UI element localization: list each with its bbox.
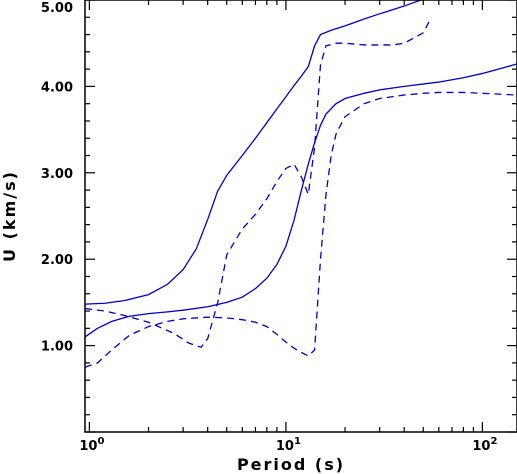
y-tick-label: 1.00 [41, 340, 73, 355]
y-tick-label: 4.00 [41, 80, 73, 95]
series-line-4-dashed [85, 91, 517, 368]
tick-label-layer: 1.00 2.00 3.00 4.00 5.00 100 101 102 [41, 1, 498, 454]
series-line-1-solid [85, 0, 423, 305]
series-line-3-dashed [85, 16, 432, 349]
x-tick-label: 101 [276, 436, 301, 454]
tick-layer [85, 0, 517, 433]
series-layer [85, 0, 517, 368]
x-axis-title: Period (s) [237, 455, 345, 474]
y-tick-label: 2.00 [41, 253, 73, 268]
y-axis-title: U (km/s) [0, 170, 19, 262]
x-tick-label: 102 [472, 436, 497, 454]
plot-frame [84, 0, 517, 433]
series-line-2-solid [85, 63, 517, 338]
y-tick-label: 5.00 [41, 1, 73, 16]
x-tick-label: 100 [79, 436, 104, 454]
y-tick-label: 3.00 [41, 167, 73, 182]
